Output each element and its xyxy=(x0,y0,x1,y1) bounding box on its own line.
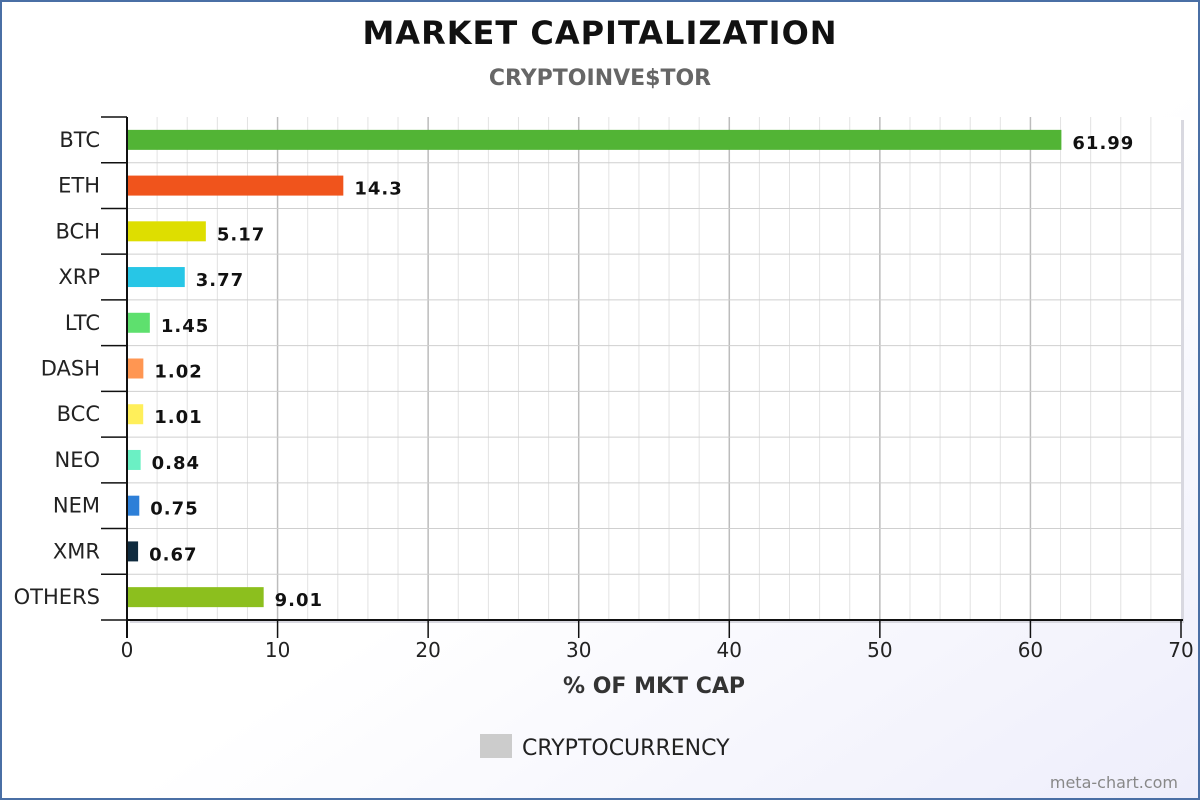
bar-others[interactable] xyxy=(128,587,264,608)
x-tick-label: 0 xyxy=(121,638,134,662)
category-label-others: OTHERS xyxy=(14,585,100,609)
value-label-bcc: 1.01 xyxy=(154,407,202,428)
x-tick-label: 50 xyxy=(867,638,892,662)
bar-ltc[interactable] xyxy=(128,312,150,333)
x-tick-label: 30 xyxy=(566,638,591,662)
category-label-nem: NEM xyxy=(53,494,100,518)
category-label-bch: BCH xyxy=(56,219,101,243)
grid-lines xyxy=(127,117,1184,623)
x-axis-title: % OF MKT CAP xyxy=(563,674,745,699)
value-label-xrp: 3.77 xyxy=(196,270,244,291)
bar-btc[interactable] xyxy=(128,129,1062,150)
bar-nem[interactable] xyxy=(128,495,140,516)
x-tick-label: 40 xyxy=(717,638,742,662)
legend-swatch xyxy=(480,734,512,758)
chart-subtitle: CRYPTOINVE$TOR xyxy=(488,66,712,91)
value-label-btc: 61.99 xyxy=(1072,133,1134,154)
value-label-dash: 1.02 xyxy=(154,362,202,383)
x-tick-label: 10 xyxy=(265,638,290,662)
category-label-bcc: BCC xyxy=(57,402,100,426)
category-label-eth: ETH xyxy=(58,174,100,198)
value-label-nem: 0.75 xyxy=(150,499,198,520)
x-tick-label: 70 xyxy=(1168,638,1193,662)
bar-bch[interactable] xyxy=(128,221,206,242)
legend[interactable]: CRYPTOCURRENCY xyxy=(480,734,730,761)
value-label-xmr: 0.67 xyxy=(149,544,197,565)
bar-xmr[interactable] xyxy=(128,541,139,562)
value-label-bch: 5.17 xyxy=(217,224,265,245)
category-label-neo: NEO xyxy=(54,448,100,472)
bar-neo[interactable] xyxy=(128,449,141,470)
bar-bcc[interactable] xyxy=(128,404,144,425)
category-label-dash: DASH xyxy=(41,357,100,381)
bar-xrp[interactable] xyxy=(128,267,185,288)
legend-label: CRYPTOCURRENCY xyxy=(522,736,730,761)
category-label-ltc: LTC xyxy=(65,311,100,335)
value-label-others: 9.01 xyxy=(275,590,323,611)
category-label-xrp: XRP xyxy=(58,265,100,289)
category-label-xmr: XMR xyxy=(53,539,100,563)
bar-eth[interactable] xyxy=(128,175,344,196)
value-label-eth: 14.3 xyxy=(354,179,402,200)
x-tick-label: 60 xyxy=(1018,638,1043,662)
plot-background xyxy=(127,117,1181,620)
value-label-ltc: 1.45 xyxy=(161,316,209,337)
bars xyxy=(128,129,1062,608)
category-label-btc: BTC xyxy=(59,128,100,152)
axes: BTC ETH BCH XRP LTC DASH BCC NEO NEM XMR OTHERS 0 10… xyxy=(14,116,1194,662)
watermark: meta-chart.com xyxy=(1049,773,1178,792)
value-label-neo: 0.84 xyxy=(152,453,200,474)
x-tick-label: 20 xyxy=(415,638,440,662)
chart-title: MARKET CAPITALIZATION xyxy=(362,14,838,52)
value-labels: 61.99 14.3 5.17 3.77 1.45 1.02 1.01 0.84 0.75 0.6… xyxy=(149,133,1134,611)
bar-dash[interactable] xyxy=(128,358,144,379)
